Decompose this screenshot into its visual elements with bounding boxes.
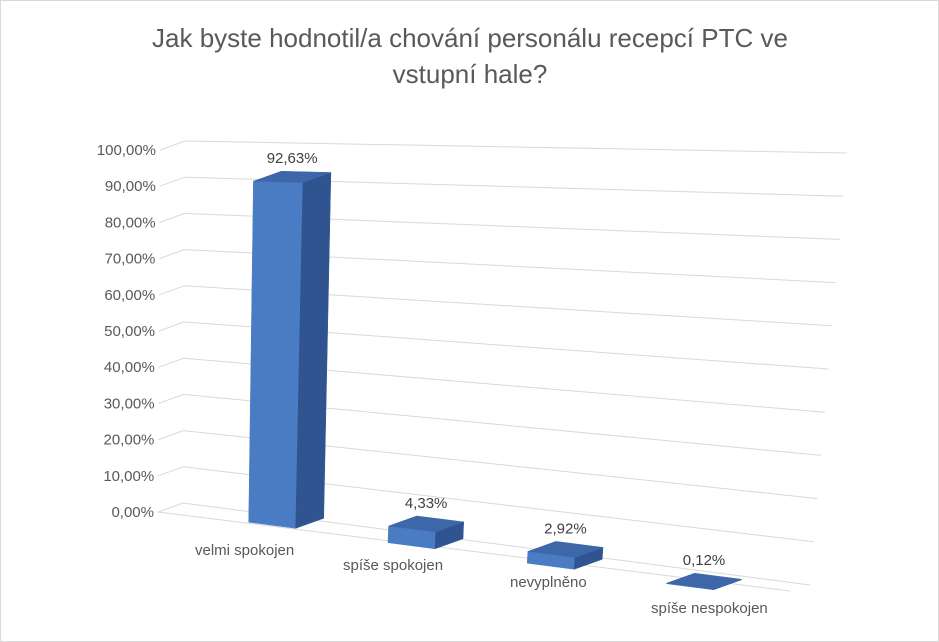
side-gridline bbox=[159, 212, 185, 223]
side-gridline bbox=[159, 249, 185, 260]
y-tick-label: 20,00% bbox=[104, 432, 155, 449]
side-gridline bbox=[159, 176, 185, 187]
y-tick-label: 50,00% bbox=[104, 323, 155, 340]
data-label: 0,12% bbox=[683, 552, 726, 569]
y-tick-label: 30,00% bbox=[104, 395, 155, 412]
x-category-label: nevyplněno bbox=[510, 574, 587, 591]
bar-top bbox=[666, 572, 742, 590]
y-tick-label: 40,00% bbox=[104, 359, 155, 376]
side-gridline bbox=[158, 466, 184, 477]
y-tick-label: 60,00% bbox=[104, 287, 155, 304]
gridline bbox=[184, 140, 848, 154]
data-label: 4,33% bbox=[405, 495, 448, 512]
side-gridline bbox=[158, 357, 184, 368]
y-tick-label: 0,00% bbox=[111, 504, 154, 521]
y-tick-label: 70,00% bbox=[105, 251, 156, 268]
chart-title: Jak byste hodnotil/a chování personálu r… bbox=[152, 23, 788, 89]
y-tick-label: 10,00% bbox=[103, 468, 154, 485]
bar-top bbox=[253, 170, 331, 183]
x-category-label: spíše spokojen bbox=[343, 557, 443, 574]
x-category-label: spíše nespokojen bbox=[651, 600, 768, 617]
y-tick-label: 100,00% bbox=[97, 142, 156, 159]
bar-top bbox=[527, 541, 604, 558]
bar-front bbox=[248, 180, 304, 529]
side-gridline bbox=[158, 321, 185, 332]
side-gridline bbox=[158, 430, 184, 441]
data-label: 92,63% bbox=[267, 150, 318, 167]
side-gridline bbox=[159, 140, 186, 151]
side-gridline bbox=[157, 502, 184, 513]
side-gridline bbox=[159, 285, 185, 296]
data-label: 2,92% bbox=[544, 520, 587, 537]
y-tick-label: 90,00% bbox=[105, 178, 156, 195]
y-tick-label: 80,00% bbox=[105, 214, 156, 231]
side-gridline bbox=[158, 393, 184, 404]
bar-top bbox=[388, 515, 464, 533]
x-category-label: velmi spokojen bbox=[195, 542, 294, 559]
